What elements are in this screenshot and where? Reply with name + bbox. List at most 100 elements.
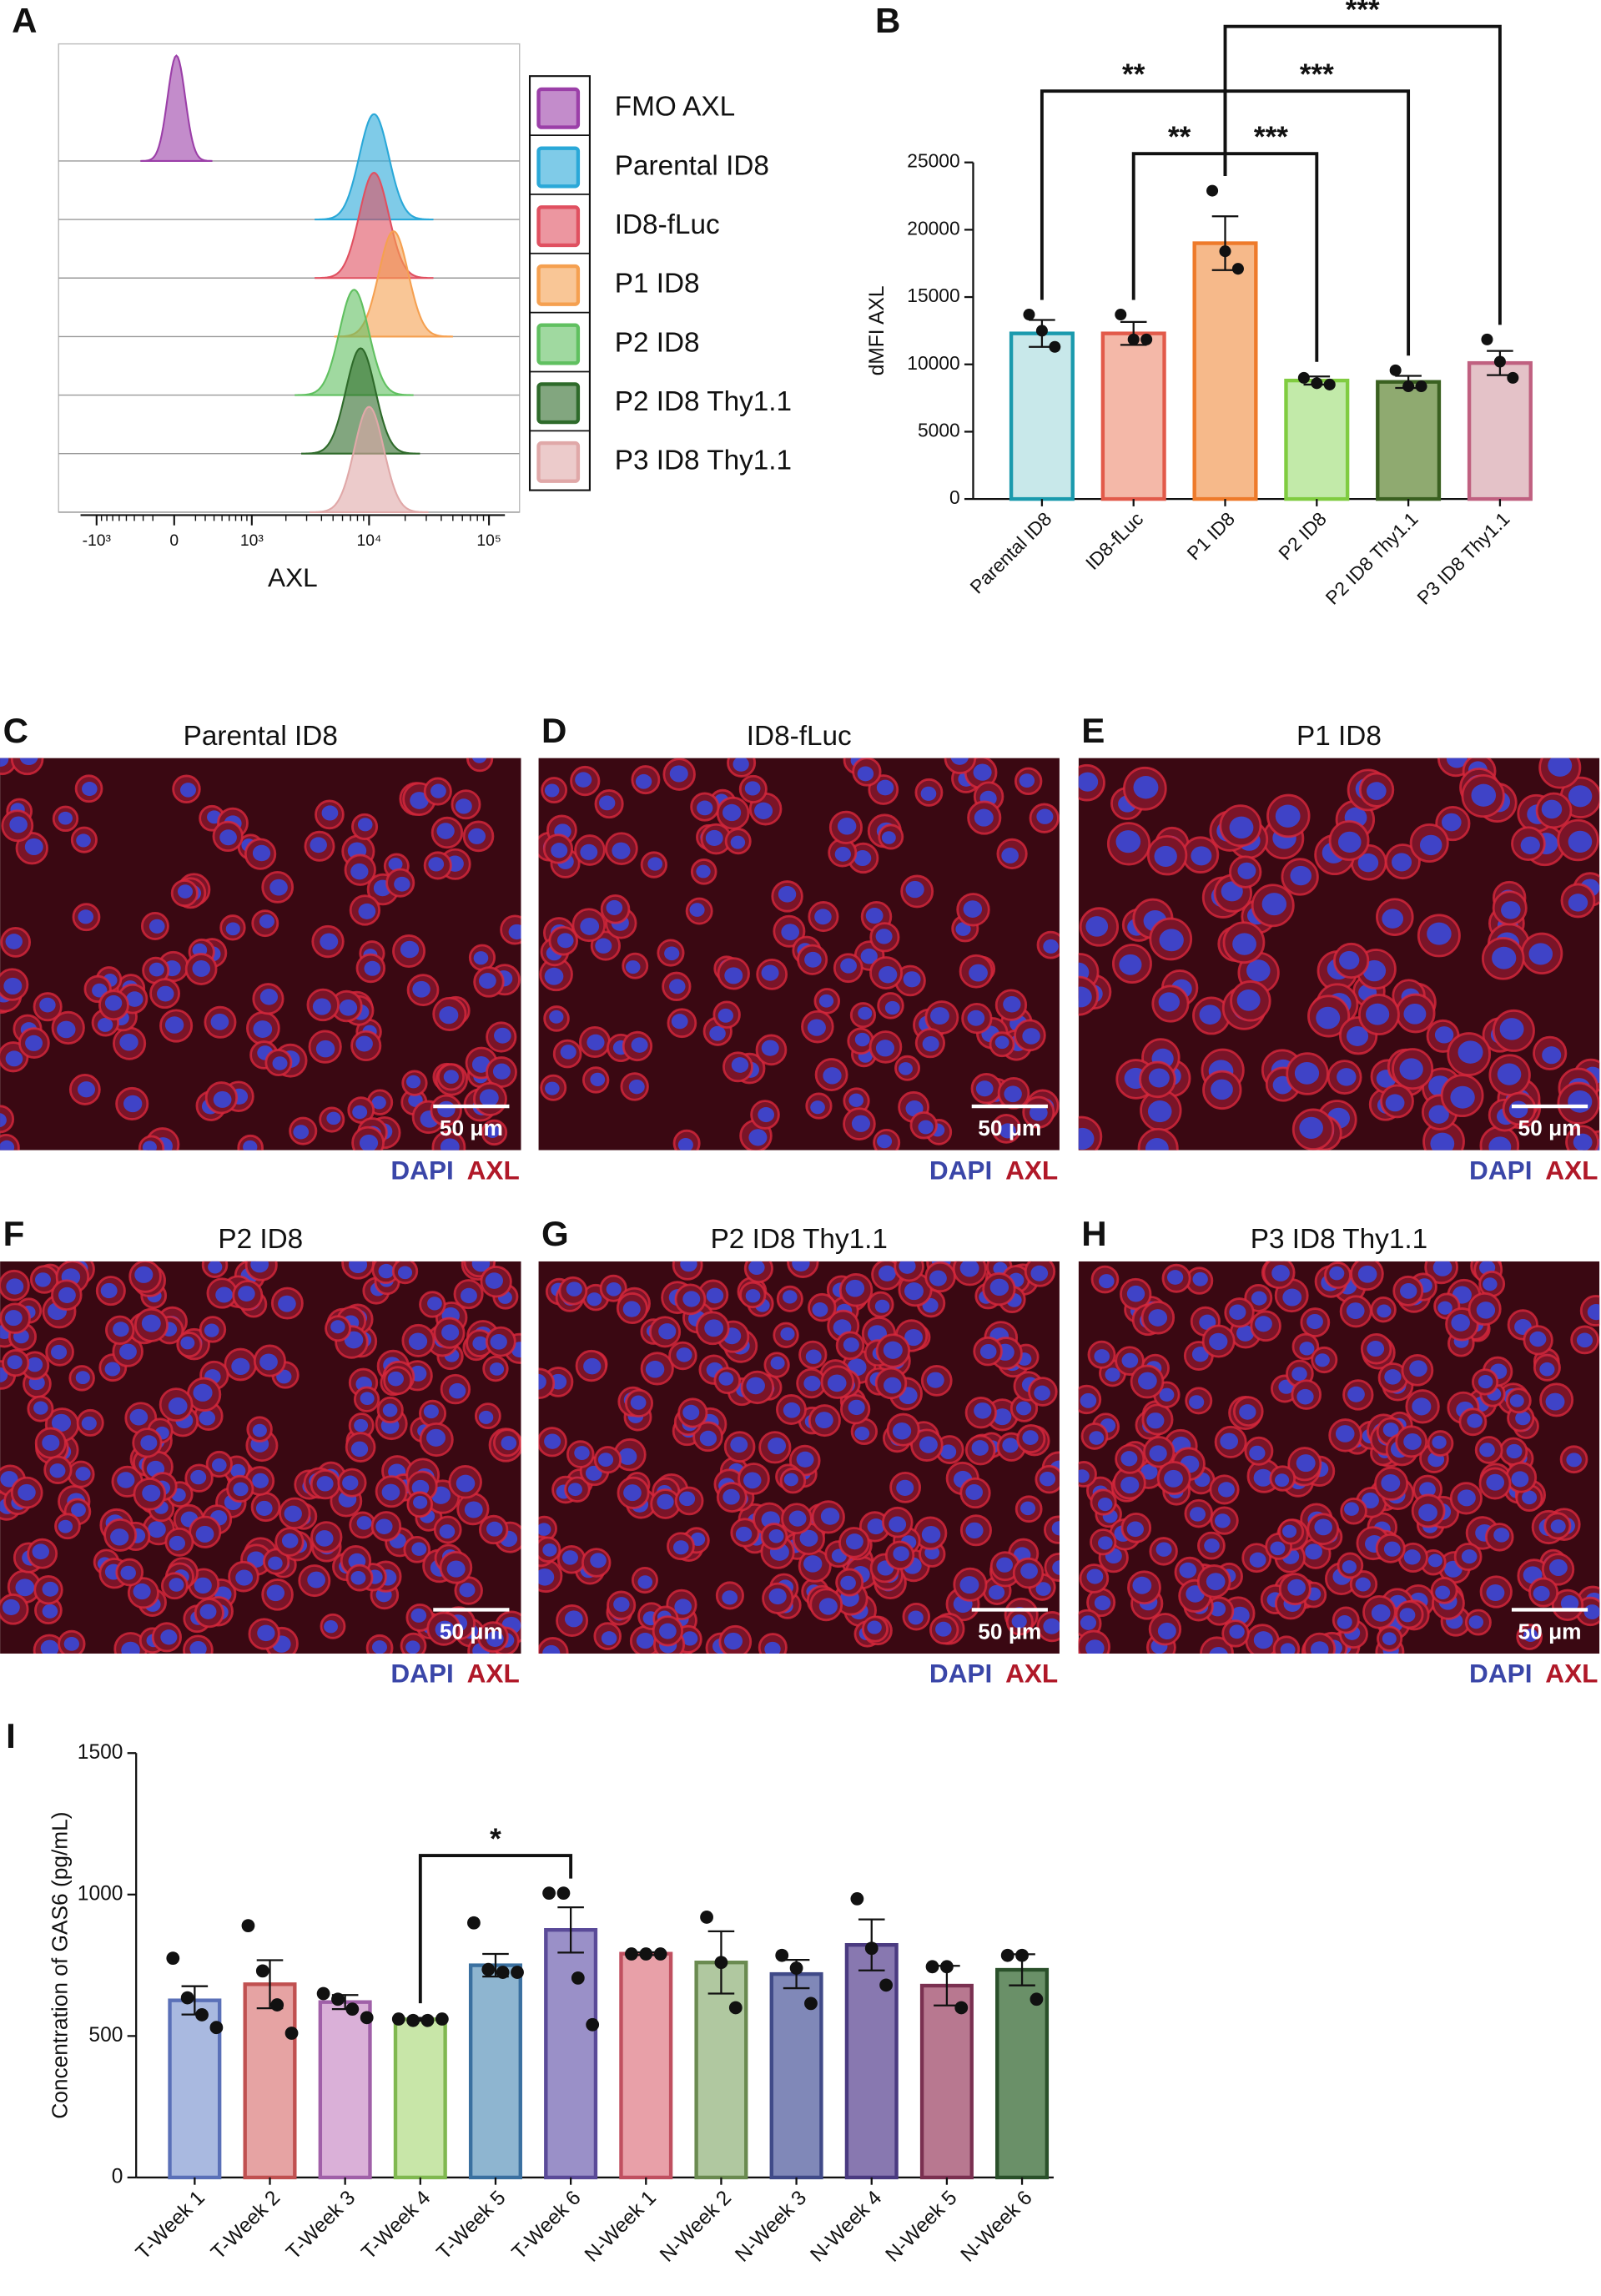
nucleus <box>359 1134 379 1151</box>
nucleus <box>1145 1137 1169 1151</box>
nucleus <box>133 1583 151 1600</box>
nucleus <box>1355 1577 1371 1592</box>
nucleus <box>810 1100 825 1115</box>
nucleus <box>58 811 73 825</box>
legend-swatch <box>536 205 581 248</box>
nucleus <box>49 1463 66 1478</box>
nucleus <box>430 783 446 798</box>
nucleus <box>1467 1413 1483 1428</box>
data-point <box>209 2021 224 2035</box>
nucleus <box>357 818 373 832</box>
nucleus <box>845 1533 863 1550</box>
nucleus <box>168 1397 188 1415</box>
bar <box>243 1982 297 2180</box>
stain-label: AXL <box>467 1155 520 1185</box>
nucleus <box>51 1413 72 1432</box>
nucleus <box>113 1322 129 1337</box>
nucleus <box>843 1337 859 1352</box>
nucleus <box>1105 1367 1120 1382</box>
nucleus <box>142 1140 157 1151</box>
nucleus <box>1461 1549 1478 1564</box>
nucleus <box>590 1553 607 1568</box>
nucleus <box>1335 1425 1355 1443</box>
nucleus <box>1357 853 1379 873</box>
legend-label: Parental ID8 <box>615 150 769 181</box>
data-point <box>728 2001 743 2015</box>
nucleus <box>243 1140 258 1151</box>
x-tick-label: T-Week 3 <box>282 2187 360 2264</box>
nucleus <box>195 1525 214 1543</box>
nucleus <box>33 1401 48 1415</box>
nucleus <box>1299 1342 1315 1356</box>
nucleus <box>312 998 331 1015</box>
nucleus <box>1511 1471 1529 1488</box>
nucleus <box>1399 1058 1423 1080</box>
scale-bar-label: 50 μm <box>1518 1619 1582 1644</box>
nucleus <box>1434 1026 1454 1044</box>
data-point <box>1140 333 1153 345</box>
nucleus <box>696 864 711 879</box>
nucleus <box>542 1644 561 1654</box>
nucleus <box>770 1356 785 1370</box>
nucleus <box>1306 1313 1323 1330</box>
stain-label: AXL <box>1005 1155 1058 1185</box>
nucleus <box>5 1050 23 1067</box>
nucleus <box>1347 1386 1365 1402</box>
significance-label: ** <box>1122 58 1145 91</box>
nucleus <box>1155 1542 1172 1557</box>
data-point <box>255 1964 269 1978</box>
nucleus <box>1488 1136 1512 1151</box>
nucleus <box>235 1569 254 1586</box>
x-tick-label: T-Week 5 <box>433 2187 511 2264</box>
bar <box>468 1963 522 2180</box>
nucleus <box>682 1631 698 1646</box>
nucleus <box>1040 1471 1056 1487</box>
nucleus <box>1442 813 1462 832</box>
nucleus <box>378 1263 395 1279</box>
y-axis-label: Concentration of GAS6 (pg/mL) <box>48 1811 73 2118</box>
nucleus <box>1192 1271 1208 1286</box>
nucleus <box>400 940 420 959</box>
nucleus <box>921 1525 941 1543</box>
nucleus <box>350 1570 366 1585</box>
x-tick-label: P3 ID8 Thy1.1 <box>1412 508 1513 609</box>
data-point <box>284 2027 299 2040</box>
nucleus <box>1539 1362 1555 1377</box>
nucleus <box>449 1382 466 1399</box>
nucleus <box>967 1010 985 1026</box>
nucleus <box>459 1583 476 1598</box>
nucleus <box>204 1323 219 1337</box>
nucleus <box>883 1341 903 1359</box>
data-point <box>556 1886 571 1901</box>
bar <box>619 1951 673 2180</box>
x-tick-label: T-Week 6 <box>508 2187 586 2264</box>
nucleus <box>408 1332 428 1350</box>
nucleus <box>1486 1473 1505 1491</box>
nucleus <box>1249 1552 1266 1568</box>
data-point <box>700 1911 713 1924</box>
nucleus <box>342 1475 359 1491</box>
nucleus <box>1080 1392 1097 1408</box>
nucleus <box>564 1610 583 1628</box>
nucleus <box>1121 1352 1139 1368</box>
nucleus <box>551 843 568 858</box>
nucleus <box>215 1286 233 1303</box>
nucleus <box>1501 901 1521 919</box>
data-point <box>789 1961 803 1975</box>
nucleus <box>413 1495 428 1509</box>
nucleus <box>57 1020 76 1039</box>
data-point <box>925 1960 939 1974</box>
nucleus <box>266 1584 285 1602</box>
nucleus <box>1158 992 1181 1012</box>
nucleus <box>875 1040 895 1057</box>
nucleus <box>157 985 174 1002</box>
nucleus <box>599 795 616 811</box>
nucleus <box>1001 848 1019 864</box>
nucleus <box>149 962 164 977</box>
nucleus <box>595 938 612 954</box>
nucleus <box>1206 1573 1226 1591</box>
nucleus <box>1249 1445 1266 1461</box>
nucleus <box>71 1503 86 1517</box>
nucleus <box>405 1640 420 1654</box>
nucleus <box>34 1272 51 1287</box>
